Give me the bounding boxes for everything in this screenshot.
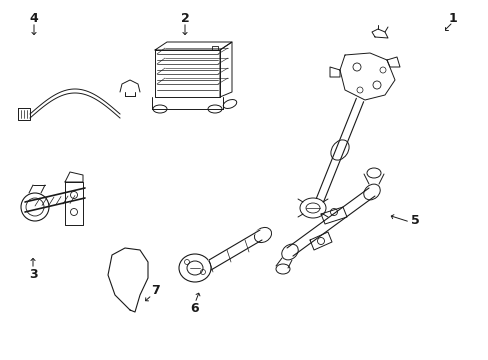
Ellipse shape [223,100,236,108]
Text: 7: 7 [150,284,159,297]
Text: 4: 4 [30,12,38,24]
Text: 1: 1 [447,12,456,24]
Text: 6: 6 [190,302,199,315]
Text: 3: 3 [29,269,37,282]
Text: 2: 2 [180,12,189,24]
Ellipse shape [207,105,222,113]
Ellipse shape [153,105,167,113]
Text: 5: 5 [410,213,419,226]
